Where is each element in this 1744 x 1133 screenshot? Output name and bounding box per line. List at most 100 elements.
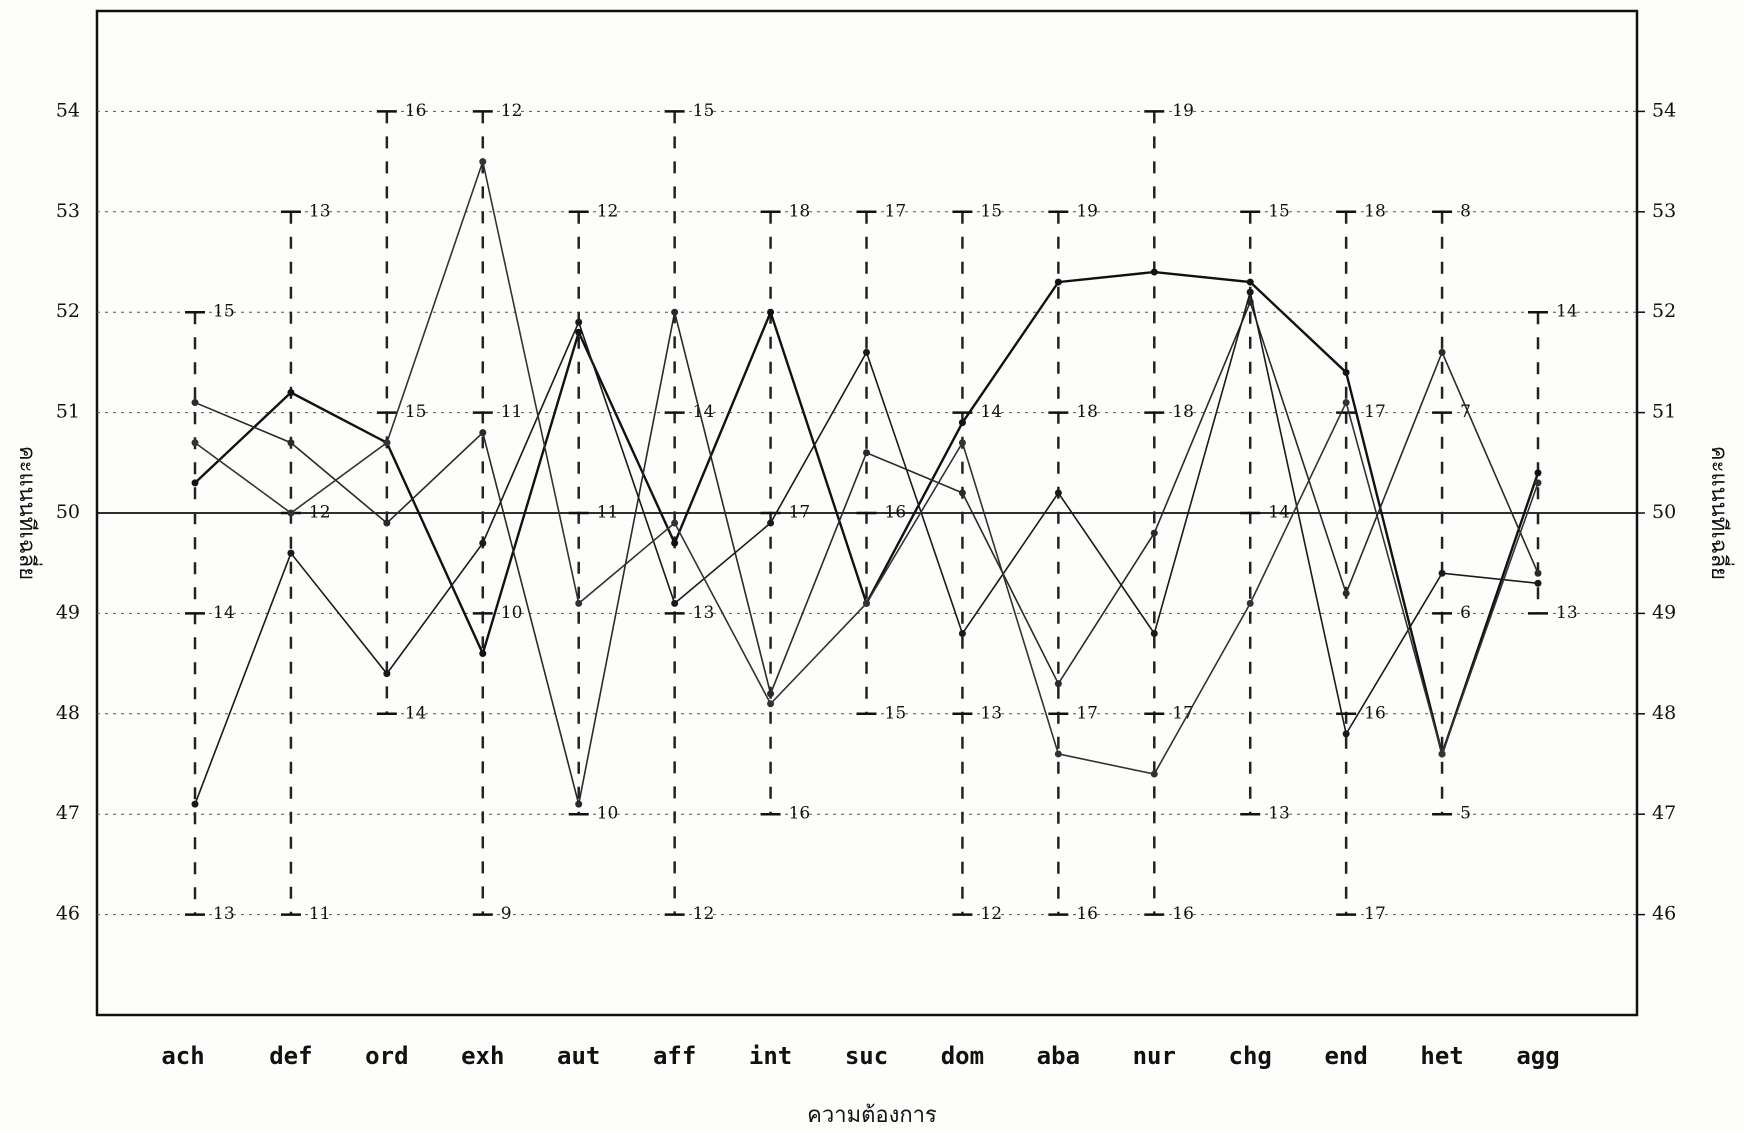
point	[863, 599, 870, 607]
point	[1342, 399, 1350, 407]
point	[287, 509, 295, 517]
scale-label: 15	[693, 101, 715, 121]
point	[958, 419, 966, 427]
point	[767, 690, 775, 698]
point	[1438, 569, 1446, 577]
y2-tick-label: 53	[1652, 200, 1676, 222]
scale-label: 11	[309, 904, 331, 924]
point	[1534, 569, 1542, 577]
x-tick-label: ach	[161, 1042, 204, 1070]
x-tick-label: exh	[461, 1042, 504, 1070]
point	[1054, 680, 1062, 688]
scale-label: 15	[405, 402, 427, 422]
series-line	[194, 299, 1539, 805]
x-tick-label: aba	[1037, 1042, 1080, 1070]
scale-label: 16	[1076, 904, 1098, 924]
point	[1246, 599, 1254, 607]
point	[1150, 629, 1158, 637]
y-tick-label: 50	[56, 501, 80, 523]
scale-label: 14	[1268, 503, 1290, 523]
y2-tick-label: 52	[1652, 300, 1676, 322]
point	[958, 489, 966, 497]
point	[287, 439, 295, 447]
scale-label: 14	[1556, 302, 1578, 322]
y2-tick-label: 50	[1652, 501, 1676, 523]
scale-label: 8	[1460, 201, 1471, 221]
y2-tick-label: 54	[1652, 99, 1676, 121]
x-tick-label: suc	[845, 1042, 888, 1070]
point	[1534, 479, 1542, 487]
y-tick-label: 46	[56, 903, 80, 925]
scale-label: 19	[1076, 201, 1098, 221]
point	[671, 539, 679, 547]
x-tick-label: aut	[557, 1042, 600, 1070]
scale-label: 6	[1460, 603, 1471, 623]
scale-label: 18	[1076, 402, 1098, 422]
point	[383, 670, 391, 678]
scale-label: 16	[789, 804, 811, 824]
y2-tick-label: 49	[1652, 601, 1676, 623]
point	[1342, 730, 1350, 738]
scale-label: 15	[213, 302, 235, 322]
point	[479, 158, 487, 166]
y2-tick-label: 48	[1652, 702, 1676, 724]
scale-label: 18	[1364, 201, 1386, 221]
scale-label: 19	[1172, 101, 1194, 121]
scale-label: 12	[693, 904, 715, 924]
scale-label: 14	[213, 603, 235, 623]
scale-label: 17	[1076, 703, 1098, 723]
y2-tick-label: 51	[1652, 401, 1676, 423]
point	[575, 328, 583, 336]
point	[767, 308, 775, 316]
x-tick-label: agg	[1516, 1042, 1559, 1070]
point	[1150, 268, 1158, 276]
scale-label: 11	[501, 402, 523, 422]
x-tick-label: dom	[941, 1042, 984, 1070]
point	[191, 800, 199, 808]
point	[767, 700, 775, 708]
scale-label: 18	[1172, 402, 1194, 422]
scale-label: 18	[789, 201, 811, 221]
scale-label: 15	[980, 201, 1002, 221]
x-tick-label: chg	[1229, 1042, 1272, 1070]
scale-label: 9	[501, 904, 512, 924]
y-axis-title: คะแนนทีเฉลี่ย	[14, 446, 43, 580]
scale-label: 16	[1172, 904, 1194, 924]
scale-label: 7	[1460, 402, 1471, 422]
y-tick-label: 54	[56, 99, 80, 121]
point	[671, 599, 679, 607]
scale-label: 14	[980, 402, 1002, 422]
point	[958, 439, 966, 447]
point	[191, 479, 199, 487]
x-tick-label: aff	[653, 1042, 696, 1070]
x-tick-label: het	[1420, 1042, 1463, 1070]
point	[479, 539, 487, 547]
point	[479, 429, 487, 437]
point	[1054, 489, 1062, 497]
point	[191, 399, 199, 407]
x-tick-label: nur	[1133, 1042, 1176, 1070]
point	[863, 348, 870, 356]
x-tick-label: int	[749, 1042, 792, 1070]
scale-label: 17	[1172, 703, 1194, 723]
scale-label: 13	[693, 603, 715, 623]
point	[191, 439, 199, 447]
point	[383, 519, 391, 527]
scale-label: 17	[1364, 402, 1386, 422]
scale-label: 13	[1268, 804, 1290, 824]
point	[383, 439, 391, 447]
scale-label: 13	[213, 904, 235, 924]
scale-label: 16	[885, 503, 907, 523]
scale-label: 13	[309, 201, 331, 221]
point	[863, 449, 870, 457]
scale-label: 15	[885, 703, 907, 723]
scale-label: 17	[789, 503, 811, 523]
point	[1246, 288, 1254, 296]
point	[671, 519, 679, 527]
point	[1246, 278, 1254, 286]
y2-axis-title: คะแนนทีเฉลี่ย	[1706, 446, 1735, 580]
scale-label: 12	[597, 201, 619, 221]
point	[1150, 529, 1158, 537]
scale-label: 12	[980, 904, 1002, 924]
x-axis-title: ความต้องการ	[807, 1103, 937, 1128]
